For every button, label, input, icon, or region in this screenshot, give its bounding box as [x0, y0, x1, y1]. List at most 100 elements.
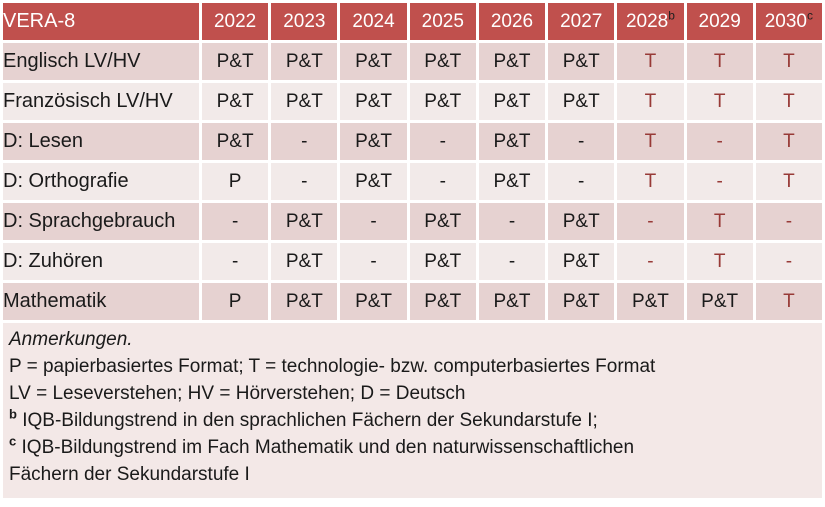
format-value-cell: -: [340, 243, 407, 280]
format-value-cell: -: [202, 203, 269, 240]
format-value-cell: T: [686, 203, 753, 240]
format-value-cell: T: [617, 43, 684, 80]
table-row: D: Orthografie P - P&T - P&T - T - T: [3, 163, 822, 200]
format-value-cell: -: [271, 163, 338, 200]
subject-label: D: Orthografie: [3, 163, 199, 200]
year-column-header: 2026: [478, 3, 546, 40]
note-line: LV = Leseverstehen; HV = Hörverstehen; D…: [9, 383, 466, 404]
note-line: Fächern der Sekundarstufe I: [9, 464, 250, 485]
format-value-cell: P&T: [340, 43, 407, 80]
format-value-cell: P&T: [548, 203, 615, 240]
format-value-cell: P: [202, 163, 269, 200]
format-value-cell: P&T: [478, 83, 546, 120]
format-value-cell: P&T: [478, 43, 546, 80]
format-value-cell: -: [617, 243, 684, 280]
subject-label: Englisch LV/HV: [3, 43, 199, 80]
format-value-cell: P&T: [409, 283, 476, 320]
format-value-cell: P&T: [409, 203, 476, 240]
format-value-cell: T: [755, 283, 822, 320]
format-value-cell: P&T: [686, 283, 753, 320]
format-value-cell: T: [755, 43, 822, 80]
format-value-cell: P&T: [409, 83, 476, 120]
format-value-cell: P&T: [340, 123, 407, 160]
subject-label: D: Zuhören: [3, 243, 199, 280]
table-body: Englisch LV/HV P&T P&T P&T P&T P&T P&T T T T Franz…: [3, 43, 822, 320]
format-value-cell: -: [271, 123, 338, 160]
format-value-cell: T: [686, 83, 753, 120]
format-value-cell: -: [617, 203, 684, 240]
format-value-cell: P&T: [271, 43, 338, 80]
note-line: b IQB-Bildungstrend in den sprachlichen …: [9, 406, 598, 431]
vera8-schedule-table: VERA-8 2022 2023 2024 2025 2026 2027 2028b 2029…: [3, 3, 822, 320]
table-notes: Anmerkungen. P = papierbasiertes Format; …: [3, 323, 822, 498]
year-column-header: 2027: [548, 3, 615, 40]
year-column-header: 2028b: [617, 3, 684, 40]
format-value-cell: P&T: [271, 203, 338, 240]
note-footnote-marker: b: [9, 406, 17, 422]
format-value-cell: P&T: [548, 43, 615, 80]
format-value-cell: P&T: [271, 83, 338, 120]
format-value-cell: -: [409, 123, 476, 160]
format-value-cell: T: [755, 83, 822, 120]
format-value-cell: -: [755, 203, 822, 240]
table-title: VERA-8: [3, 3, 199, 40]
format-value-cell: P&T: [548, 283, 615, 320]
year-column-header: 2025: [409, 3, 476, 40]
note-line: P = papierbasiertes Format; T = technolo…: [9, 356, 656, 377]
table-header-row: VERA-8 2022 2023 2024 2025 2026 2027 2028b 2029…: [3, 3, 822, 40]
column-footnote-marker: b: [668, 8, 675, 23]
table-row: D: Lesen P&T - P&T - P&T - T - T: [3, 123, 822, 160]
note-footnote-marker: c: [9, 433, 17, 449]
table-row: Französisch LV/HV P&T P&T P&T P&T P&T P&T T T T: [3, 83, 822, 120]
format-value-cell: P: [202, 283, 269, 320]
format-value-cell: T: [755, 163, 822, 200]
subject-label: D: Sprachgebrauch: [3, 203, 199, 240]
year-column-header: 2029: [686, 3, 753, 40]
note-line: Anmerkungen.: [9, 329, 133, 350]
format-value-cell: T: [755, 123, 822, 160]
format-value-cell: P&T: [409, 243, 476, 280]
subject-label: Mathematik: [3, 283, 199, 320]
format-value-cell: P&T: [617, 283, 684, 320]
subject-label: D: Lesen: [3, 123, 199, 160]
format-value-cell: -: [478, 203, 546, 240]
format-value-cell: -: [755, 243, 822, 280]
format-value-cell: P&T: [409, 43, 476, 80]
format-value-cell: P&T: [478, 163, 546, 200]
format-value-cell: -: [548, 123, 615, 160]
format-value-cell: T: [617, 83, 684, 120]
format-value-cell: P&T: [202, 43, 269, 80]
table-row: Mathematik P P&T P&T P&T P&T P&T P&T P&T T: [3, 283, 822, 320]
format-value-cell: -: [202, 243, 269, 280]
format-value-cell: P&T: [548, 243, 615, 280]
year-column-header: 2023: [271, 3, 338, 40]
format-value-cell: P&T: [202, 123, 269, 160]
format-value-cell: P&T: [548, 83, 615, 120]
format-value-cell: T: [617, 163, 684, 200]
column-footnote-marker: c: [807, 8, 814, 23]
format-value-cell: P&T: [271, 283, 338, 320]
format-value-cell: P&T: [271, 243, 338, 280]
format-value-cell: -: [548, 163, 615, 200]
format-value-cell: T: [617, 123, 684, 160]
year-column-header: 2030c: [755, 3, 822, 40]
format-value-cell: P&T: [478, 123, 546, 160]
format-value-cell: -: [478, 243, 546, 280]
format-value-cell: P&T: [340, 163, 407, 200]
year-column-header: 2024: [340, 3, 407, 40]
format-value-cell: P&T: [478, 283, 546, 320]
format-value-cell: -: [686, 123, 753, 160]
format-value-cell: T: [686, 43, 753, 80]
format-value-cell: T: [686, 243, 753, 280]
table-row: Englisch LV/HV P&T P&T P&T P&T P&T P&T T T T: [3, 43, 822, 80]
table-row: D: Zuhören - P&T - P&T - P&T - T -: [3, 243, 822, 280]
format-value-cell: P&T: [340, 283, 407, 320]
format-value-cell: P&T: [340, 83, 407, 120]
note-line: c IQB-Bildungstrend im Fach Mathematik u…: [9, 433, 635, 458]
format-value-cell: -: [409, 163, 476, 200]
year-column-header: 2022: [202, 3, 269, 40]
table-row: D: Sprachgebrauch - P&T - P&T - P&T - T -: [3, 203, 822, 240]
format-value-cell: P&T: [202, 83, 269, 120]
format-value-cell: -: [686, 163, 753, 200]
